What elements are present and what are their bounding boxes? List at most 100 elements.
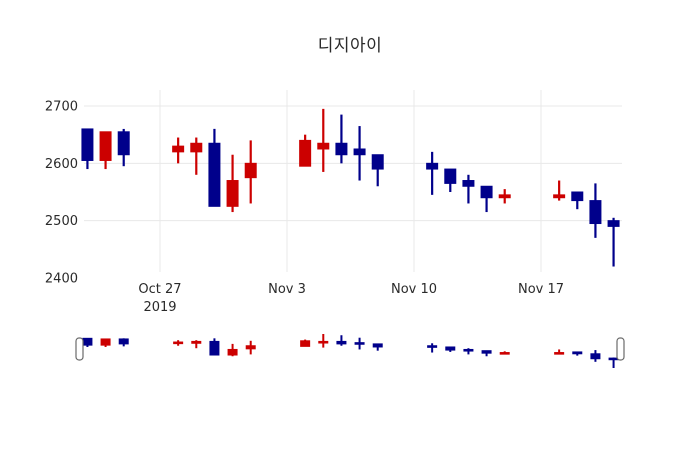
rangeslider [75,331,625,371]
x-tick-label: Nov 17 [518,282,564,297]
candle-body [100,338,111,346]
candle-body [499,352,510,355]
candle-2019-11-11[interactable] [426,151,439,195]
candle-2019-11-06[interactable] [335,114,348,164]
candle-2019-11-08[interactable] [371,154,384,187]
candle-2019-11-18[interactable] [553,180,566,201]
rangeslider-handle-left[interactable] [75,337,84,361]
candle-2019-11-04[interactable] [299,134,312,167]
candle-body [553,194,566,199]
candle-body [372,343,383,348]
candle-2019-11-13[interactable] [463,348,474,355]
candle-body [209,340,220,356]
y-axis: 2700 2600 2500 2400 [45,100,78,287]
candle-2019-11-12[interactable] [444,168,457,192]
candle-body [245,345,256,350]
candle-2019-11-01[interactable] [244,140,257,204]
candle-2019-10-29[interactable] [191,340,202,349]
candle-body [99,131,112,161]
x-tick-sublabel: 2019 [143,300,176,315]
x-tick-label: Nov 3 [268,282,306,297]
x-tick-label: Nov 10 [391,282,437,297]
candle-2019-10-29[interactable] [190,137,203,175]
candle-body [172,145,185,153]
candle-body [318,340,329,344]
candle-body [190,142,203,153]
candle-body [208,142,221,207]
candle-2019-11-01[interactable] [245,340,256,355]
candle-body [336,340,347,345]
gridlines [84,90,622,272]
candle-2019-10-24[interactable] [99,131,112,170]
candle-2019-11-05[interactable] [318,334,329,348]
y-tick-label: 2400 [45,271,78,286]
candle-body [317,142,330,150]
candle-body [354,342,365,345]
candle-body [444,168,457,184]
candle-2019-11-14[interactable] [480,185,493,213]
candle-2019-10-31[interactable] [226,154,239,213]
candle-body [335,142,348,156]
candle-2019-10-28[interactable] [173,340,184,346]
candle-body [117,131,130,156]
y-tick-label: 2600 [45,157,78,172]
candle-body [607,220,620,227]
candle-2019-11-19[interactable] [572,351,583,356]
y-tick-label: 2500 [45,214,78,229]
candle-body [498,194,511,199]
candle-body [173,341,184,345]
x-tick-label: Oct 27 [138,282,181,297]
candle-2019-10-23[interactable] [81,128,94,170]
candle-2019-11-05[interactable] [317,108,330,172]
candle-2019-11-13[interactable] [462,174,475,204]
candle-2019-11-12[interactable] [445,346,456,352]
candle-body [371,154,384,170]
candle-body [445,346,456,351]
rangeslider-handle-right[interactable] [616,337,625,361]
candle-2019-11-07[interactable] [354,337,365,350]
candle-2019-10-30[interactable] [209,338,220,356]
candle-body [480,185,493,199]
candle-2019-11-18[interactable] [554,349,565,355]
candle-2019-11-15[interactable] [499,351,510,355]
candle-body [118,338,129,345]
candle-body [244,162,257,179]
candle-2019-11-20[interactable] [589,183,602,238]
candle-body [554,352,565,355]
candle-2019-11-04[interactable] [300,339,311,347]
candle-2019-11-11[interactable] [427,343,438,353]
rangeslider-track[interactable] [78,331,624,371]
x-axis: Oct 27 2019 Nov 3 Nov 10 Nov 17 [138,282,564,315]
candle-body [81,128,94,161]
candle-2019-10-31[interactable] [227,343,238,357]
candle-body [426,162,439,170]
candle-body [226,180,239,207]
y-tick-label: 2700 [45,100,78,115]
candle-body [82,337,93,346]
candle-2019-11-19[interactable] [571,191,584,210]
candle-2019-11-21[interactable] [607,217,620,267]
candles [81,108,620,267]
candle-body [427,345,438,348]
candle-2019-10-24[interactable] [100,338,111,347]
candle-2019-11-08[interactable] [372,343,383,351]
candle-2019-11-20[interactable] [590,350,601,362]
candle-body [299,139,312,167]
candle-2019-11-14[interactable] [481,350,492,357]
candle-2019-10-28[interactable] [172,137,185,164]
candle-body [463,348,474,352]
chart-title: 디지아이 [317,36,383,56]
candle-body [571,191,584,202]
candle-2019-11-15[interactable] [498,189,511,204]
candle-body [353,148,366,156]
candle-body [572,351,583,355]
candle-2019-11-06[interactable] [336,335,347,346]
candle-body [191,340,202,344]
candle-2019-10-25[interactable] [117,128,130,167]
candle-2019-11-07[interactable] [353,126,366,181]
candle-2019-10-25[interactable] [118,338,129,347]
candle-2019-10-30[interactable] [208,128,221,207]
candle-body [462,180,475,187]
